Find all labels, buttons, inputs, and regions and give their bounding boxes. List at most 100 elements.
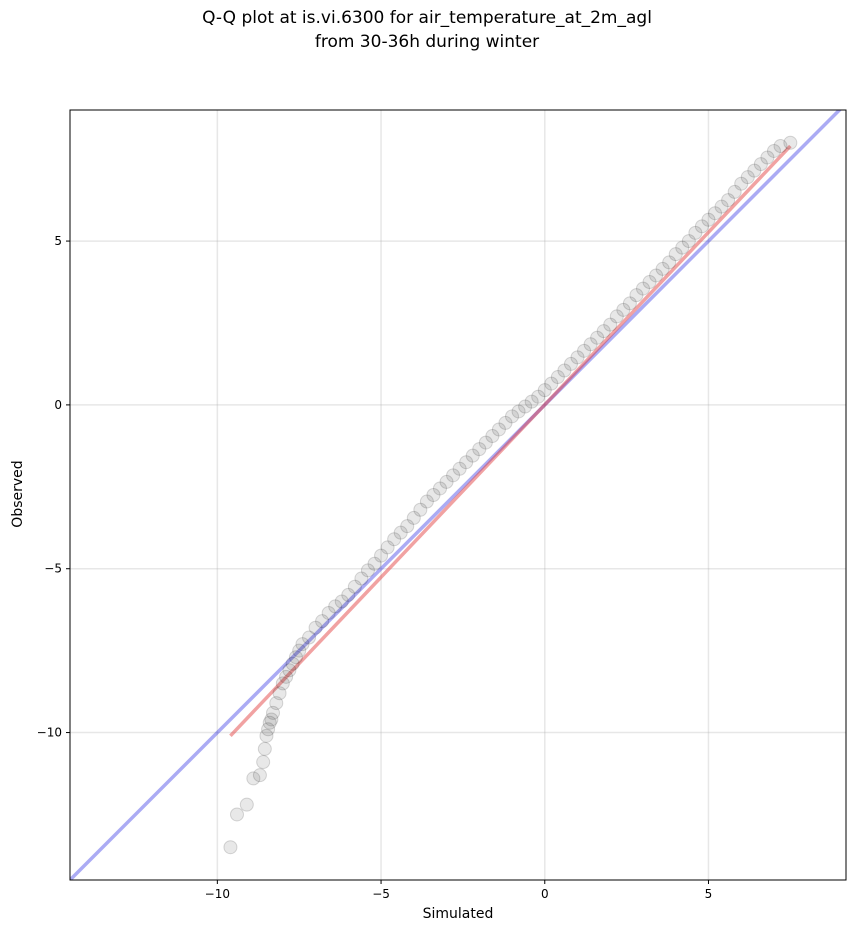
reference-line (70, 110, 842, 880)
y-tick-label: −10 (37, 726, 62, 740)
data-point (380, 540, 395, 555)
data-point (259, 728, 274, 743)
x-tick-label: 5 (705, 887, 713, 901)
lines-layer (70, 110, 842, 880)
data-point (655, 261, 670, 276)
x-axis-label: Simulated (422, 906, 494, 922)
grid-layer (70, 110, 846, 880)
data-point (426, 488, 441, 502)
data-point (285, 656, 300, 671)
data-point (773, 139, 788, 154)
data-point (269, 696, 284, 711)
data-point (262, 715, 277, 730)
ticks-layer: −10 −5 0 5 −10 −5 0 5 (37, 234, 713, 901)
data-point (740, 170, 755, 185)
y-tick-label: 0 (54, 398, 62, 412)
data-point (279, 669, 294, 684)
data-point (701, 212, 716, 227)
data-point (609, 309, 624, 324)
data-point (498, 415, 513, 430)
data-point (524, 394, 539, 409)
data-point (308, 620, 323, 635)
data-point (603, 317, 618, 332)
data-point (334, 594, 349, 609)
x-tick-label: −10 (205, 887, 230, 901)
data-point (662, 255, 677, 270)
data-point (766, 143, 781, 158)
data-point (446, 468, 461, 483)
x-tick-label: 0 (541, 887, 549, 901)
data-point (223, 840, 238, 855)
data-point (275, 676, 290, 691)
data-point (747, 163, 762, 178)
data-point (753, 157, 768, 172)
data-point (642, 275, 657, 290)
data-point (452, 461, 467, 476)
data-point (511, 404, 526, 419)
data-point (256, 755, 271, 770)
data-point (544, 376, 559, 391)
data-point (714, 199, 729, 214)
data-point (550, 370, 565, 385)
data-point (292, 643, 307, 658)
data-point (328, 599, 343, 614)
chart-title-line-2: from 30-36h during winter (314, 32, 540, 52)
data-point (478, 435, 493, 450)
data-point (596, 324, 611, 339)
data-point (491, 422, 506, 437)
data-point (387, 532, 402, 547)
data-point (583, 337, 598, 352)
data-point (694, 219, 709, 234)
data-point (465, 448, 480, 463)
data-point (393, 525, 408, 540)
data-point (681, 234, 696, 249)
data-point (688, 225, 703, 240)
data-point (400, 519, 415, 534)
data-point (783, 135, 798, 150)
data-point (622, 296, 637, 311)
data-point (341, 587, 356, 602)
data-point (734, 176, 749, 191)
data-point (432, 481, 447, 496)
points-layer (223, 135, 798, 855)
data-point (616, 302, 631, 317)
data-point (367, 556, 382, 571)
data-point (485, 429, 500, 444)
data-point (266, 705, 281, 720)
fit-line (229, 144, 792, 738)
data-point (518, 399, 533, 414)
data-point (406, 510, 421, 525)
data-point (531, 389, 546, 404)
data-point (760, 150, 775, 165)
data-point (413, 502, 428, 517)
data-point (272, 686, 287, 701)
data-point (347, 579, 362, 594)
data-point (257, 741, 272, 756)
data-point (570, 350, 585, 365)
data-point (419, 494, 434, 509)
x-tick-label: −5 (372, 887, 390, 901)
data-point (649, 268, 664, 283)
data-point (261, 722, 276, 737)
data-point (302, 630, 317, 645)
data-point (505, 409, 520, 424)
data-point (229, 807, 244, 822)
data-point (708, 206, 723, 221)
data-point (675, 240, 690, 255)
data-point (721, 193, 736, 208)
data-point (439, 474, 454, 489)
data-point (668, 247, 683, 262)
data-point (557, 363, 572, 378)
data-point (315, 614, 330, 629)
data-point (252, 768, 267, 783)
data-point (264, 712, 279, 727)
data-point (459, 455, 474, 470)
y-axis-label: Observed (10, 460, 26, 528)
data-point (282, 663, 297, 678)
y-tick-label: −5 (44, 562, 62, 576)
data-point (727, 184, 742, 199)
data-point (321, 605, 336, 620)
data-point (577, 343, 592, 358)
